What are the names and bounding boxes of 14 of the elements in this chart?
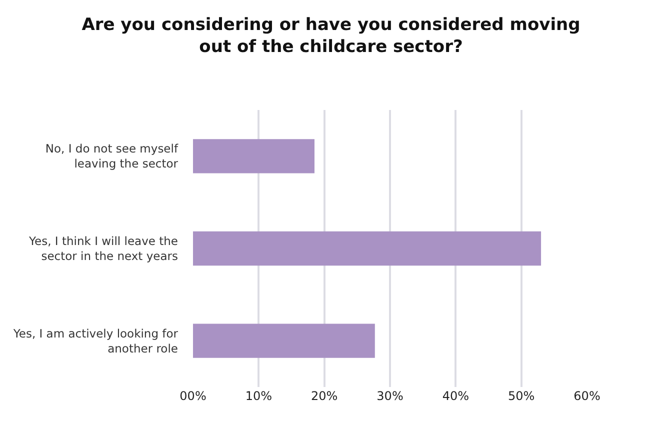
x-tick-label: 60% [574,389,600,403]
y-tick-label: Yes, I am actively looking for another role [12,326,178,356]
x-tick-label: 20% [310,389,338,403]
x-tick-label: 30% [376,389,404,403]
y-tick-label: Yes, I think I will leave the sector in the next years [28,234,178,263]
bar [193,231,542,266]
chart-title: Are you considering or have you considered moving out of the childcare sector? [82,14,580,57]
x-tick-label: 10% [245,389,272,403]
x-tick-label: 50% [508,389,535,403]
bar [193,139,314,174]
y-tick-label: No, I do not see myself leaving the sector [45,142,179,171]
bar [193,324,375,358]
x-tick-label: 40% [442,389,470,403]
x-tick-label: 00% [180,389,206,403]
